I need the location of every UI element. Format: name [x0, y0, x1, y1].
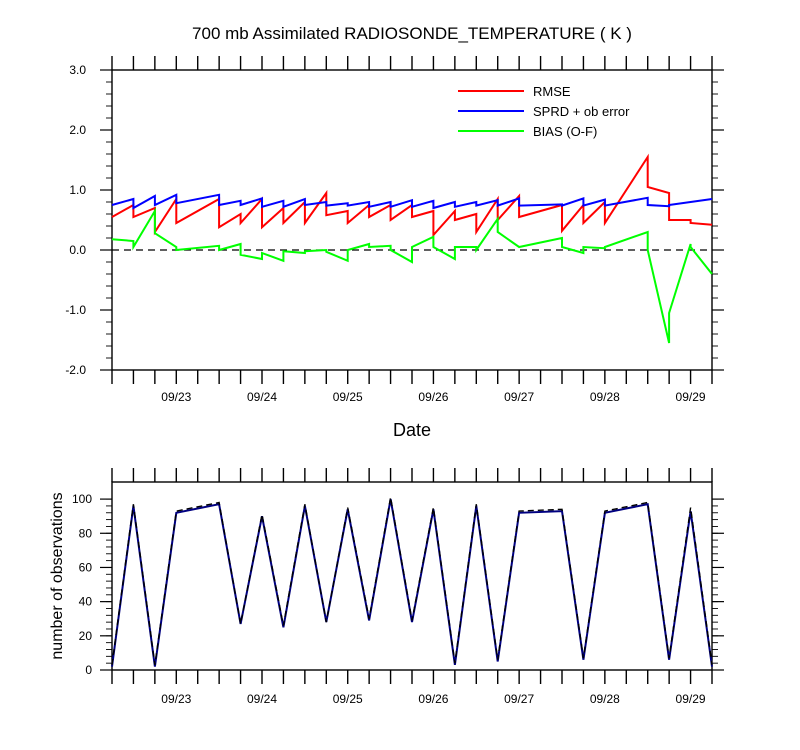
series-line-bias-o-f — [111, 207, 713, 344]
x-tick-label-09-28: 09/28 — [590, 390, 620, 404]
legend-label-rmse: RMSE — [533, 84, 571, 99]
y-tick-label: 20 — [79, 629, 93, 643]
x-tick-label-09-25: 09/25 — [333, 692, 363, 706]
top-series — [111, 153, 713, 344]
bottom-y-tick-labels: 0 20 40 60 80 100 — [72, 492, 92, 677]
top-x-tick-labels: 09/23 09/24 09/25 09/26 09/27 09/28 09/29 — [161, 390, 706, 404]
x-tick-label-09-23: 09/23 — [161, 390, 191, 404]
y-tick-label: 60 — [79, 560, 93, 574]
x-tick-label-09-28: 09/28 — [590, 692, 620, 706]
series-line-observations — [111, 498, 713, 667]
bottom-x-tick-labels: 09/23 09/24 09/25 09/26 09/27 09/28 09/29 — [161, 692, 706, 706]
top-chart: -2.0-1.00.01.02.03.0 09/23 09/24 09/25 09/2… — [65, 56, 724, 440]
x-tick-label-09-24: 09/24 — [247, 692, 277, 706]
y-tick-label: 1.0 — [69, 183, 86, 197]
legend: RMSE SPRD + ob error BIAS (O-F) — [458, 84, 630, 139]
x-tick-label-09-27: 09/27 — [504, 390, 534, 404]
y-tick-label: 3.0 — [69, 63, 86, 77]
x-tick-label-09-26: 09/26 — [418, 390, 448, 404]
y-tick-label: -2.0 — [65, 363, 86, 377]
bottom-series — [111, 497, 713, 667]
x-tick-label-09-27: 09/27 — [504, 692, 534, 706]
x-tick-label-09-24: 09/24 — [247, 390, 277, 404]
legend-label-bias-o-f: BIAS (O-F) — [533, 124, 597, 139]
x-axis-title: Date — [393, 420, 431, 440]
y-tick-label: 40 — [79, 595, 93, 609]
x-tick-label-09-29: 09/29 — [676, 390, 706, 404]
series-line-rmse — [111, 153, 713, 238]
chart-title: 700 mb Assimilated RADIOSONDE_TEMPERATUR… — [192, 24, 632, 43]
y-tick-label: -1.0 — [65, 303, 86, 317]
x-tick-label-09-25: 09/25 — [333, 390, 363, 404]
legend-label-sprd-ob-error: SPRD + ob error — [533, 104, 630, 119]
top-y-tick-labels: -2.0 -1.0 0.0 1.0 2.0 3.0 — [65, 63, 86, 377]
y-tick-label: 2.0 — [69, 123, 86, 137]
series-line-sprd-ob-error — [111, 193, 713, 210]
x-tick-label-09-26: 09/26 — [418, 692, 448, 706]
x-tick-label-09-29: 09/29 — [676, 692, 706, 706]
x-tick-label-09-23: 09/23 — [161, 692, 191, 706]
y-tick-label: 80 — [79, 526, 93, 540]
y-axis-title: number of observations — [49, 492, 66, 659]
y-tick-label: 0.0 — [69, 243, 86, 257]
top-ticks — [100, 56, 724, 384]
series-line-observations-dashed — [111, 497, 713, 665]
y-tick-label: 0 — [85, 663, 92, 677]
bottom-ticks — [100, 468, 724, 684]
y-tick-label: 100 — [72, 492, 92, 506]
